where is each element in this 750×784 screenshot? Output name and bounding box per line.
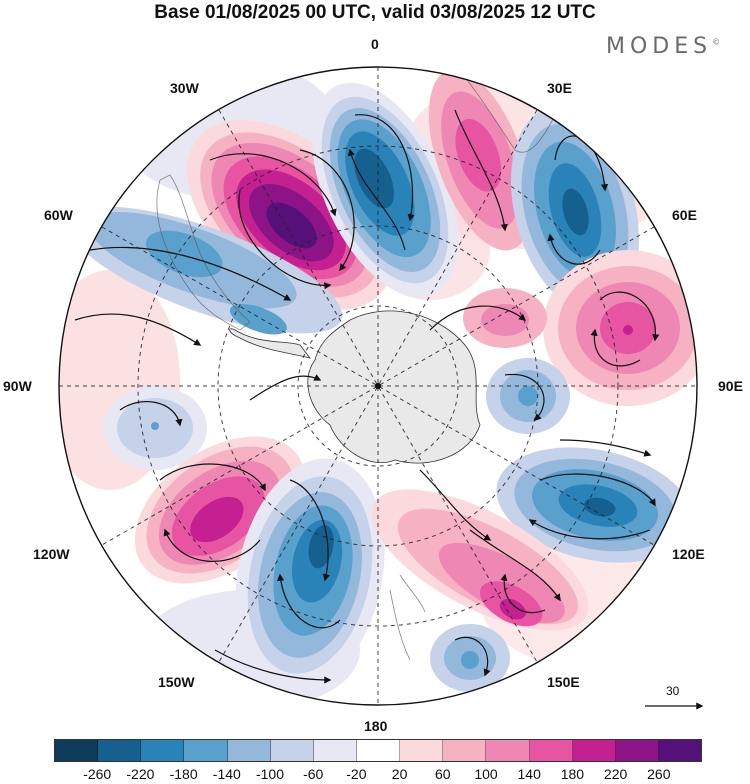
- streamline: [590, 328, 641, 367]
- negative-anomaly-north: [312, 82, 458, 298]
- latitude-circle: [137, 145, 619, 627]
- colorbar-tick-label: 100: [474, 766, 498, 782]
- colorbar-segment: [270, 740, 314, 761]
- colorbar: [54, 739, 702, 762]
- colorbar-segment: [356, 740, 401, 761]
- new-zealand-coast: [389, 574, 426, 661]
- streamline: [89, 246, 292, 301]
- streamline: [249, 374, 322, 401]
- colorbar-tick-label: -60: [303, 766, 324, 782]
- streamline: [547, 233, 601, 265]
- streamline: [539, 473, 656, 507]
- latitude-circle: [217, 225, 539, 547]
- colorbar-tick-label: -260: [83, 766, 112, 782]
- streamline: [354, 114, 415, 222]
- negative-anomaly-105e: [496, 447, 694, 563]
- streamline: [159, 463, 266, 492]
- streamline: [429, 305, 527, 331]
- colorbar-segment: [184, 740, 228, 761]
- colorbar-segment: [615, 740, 659, 761]
- label-90w: 90W: [3, 378, 32, 394]
- streamline: [419, 469, 492, 541]
- label-150e: 150E: [547, 674, 580, 690]
- label-120w: 120W: [33, 546, 70, 562]
- colorbar-segment: [400, 740, 444, 761]
- colorbar-tick-label: -180: [169, 766, 198, 782]
- colorbar-segment: [443, 740, 487, 761]
- label-180: 180: [364, 718, 388, 734]
- label-30w: 30W: [170, 80, 199, 96]
- colorbar-tick-label: 60: [435, 766, 451, 782]
- colorbar-tick-label: 20: [391, 766, 408, 782]
- streamline: [289, 479, 330, 582]
- colorbar-segment: [141, 740, 185, 761]
- map-boundary: [58, 66, 698, 706]
- meridian-30e-150w: [218, 109, 538, 663]
- label-90e: 90E: [718, 378, 743, 394]
- map-title: Base 01/08/2025 00 UTC, valid 03/08/2025…: [154, 2, 596, 23]
- colorbar-segment: [529, 740, 573, 761]
- streamline: [599, 291, 660, 342]
- label-30e: 30E: [547, 80, 572, 96]
- streamline: [163, 528, 261, 562]
- negative-anomaly-90e: [486, 358, 570, 434]
- streamline: [559, 439, 652, 457]
- colorbar-segment: [486, 740, 530, 761]
- colorbar-tick-label: -100: [255, 766, 285, 782]
- colorbar-segment: [98, 740, 142, 761]
- colorbar-tick-label: 180: [560, 766, 585, 782]
- meridian-60e-120w: [101, 226, 655, 546]
- meridian-30w-150e: [218, 109, 538, 663]
- colorbar-segment: [55, 740, 99, 761]
- label-150w: 150W: [158, 674, 195, 690]
- label-60w: 60W: [44, 207, 73, 223]
- streamline: [214, 649, 332, 684]
- africa-coast: [449, 67, 581, 153]
- streamline: [277, 573, 341, 629]
- streamline: [454, 636, 491, 677]
- negative-anomaly-60w: [67, 206, 343, 335]
- colorbar-tick-label: 260: [647, 766, 671, 782]
- streamline: [528, 519, 651, 540]
- colorbar-tick-labels: -260 -220 -180 -140 -100 -60 -20 20 60 100 140 180 2…: [0, 766, 750, 784]
- streamline: [500, 573, 546, 614]
- label-120e: 120E: [672, 546, 705, 562]
- colorbar-tick-label: -220: [126, 766, 155, 782]
- streamline: [347, 148, 406, 251]
- south-pole-marker: [375, 383, 381, 389]
- colorbar-segment: [572, 740, 616, 761]
- streamline: [299, 149, 355, 272]
- colorbar-tick-label: -20: [346, 766, 367, 782]
- positive-anomaly-nw: [187, 120, 393, 310]
- colorbar-tick-label: 220: [603, 766, 628, 782]
- streamline: [469, 529, 561, 602]
- streamline: [209, 153, 337, 217]
- streamline: [74, 313, 202, 346]
- streamline: [504, 373, 545, 422]
- colorbar-tick-label: -140: [212, 766, 241, 782]
- latitude-circle: [297, 305, 459, 467]
- streamline: [119, 401, 183, 427]
- copyright-mark: ©: [712, 37, 721, 47]
- colorbar-segment: [313, 740, 357, 761]
- south-america-coast: [156, 174, 251, 331]
- positive-anomaly-75e: [543, 250, 697, 406]
- streamline: [238, 189, 332, 290]
- reference-vector-label: 30: [666, 684, 680, 698]
- colorbar-tick-label: 140: [517, 766, 541, 782]
- negative-anomaly-150w: [235, 458, 385, 692]
- colorbar-segment: [658, 740, 702, 761]
- antarctic-peninsula: [229, 328, 312, 359]
- graticule: [59, 67, 697, 705]
- brand-text: MODES: [606, 34, 713, 59]
- meridian-60w-120e: [101, 226, 655, 546]
- colorbar-segment: [227, 740, 271, 761]
- positive-anomaly-inner: [463, 288, 547, 348]
- label-0: 0: [371, 36, 379, 52]
- label-60e: 60E: [672, 207, 697, 223]
- modes-logo: MODES©: [606, 34, 720, 59]
- streamline: [454, 109, 508, 232]
- polar-stereographic-map: [58, 66, 704, 710]
